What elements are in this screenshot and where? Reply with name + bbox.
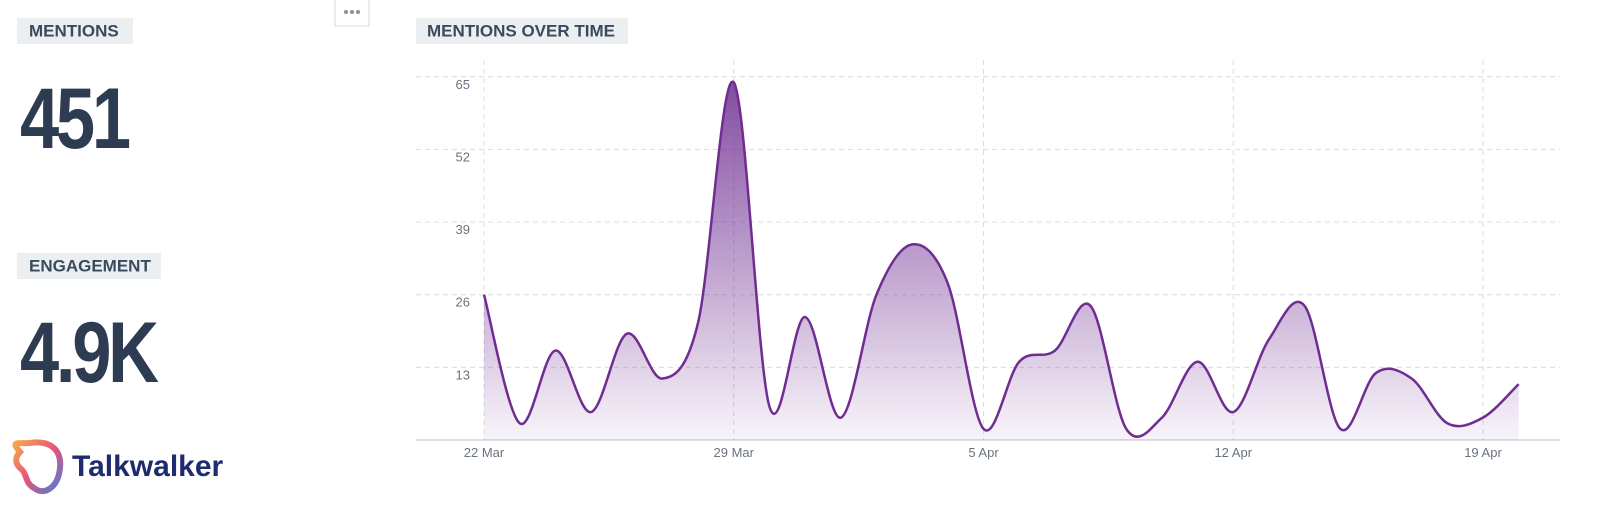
y-tick-label: 52 [456, 149, 470, 164]
menu-button[interactable] [334, 0, 370, 27]
x-tick-label: 29 Mar [714, 445, 755, 460]
y-tick-label: 26 [456, 295, 470, 310]
area [484, 81, 1519, 440]
x-tick-label: 19 Apr [1464, 445, 1502, 460]
y-tick-label: 65 [456, 77, 470, 92]
x-tick-label: 22 Mar [464, 445, 505, 460]
x-tick-label: 12 Apr [1214, 445, 1252, 460]
kpi-label-bg [17, 18, 133, 44]
kpi-label: ENGAGEMENT [29, 256, 151, 275]
y-tick-label: 13 [456, 367, 470, 382]
brand-name: Talkwalker [72, 450, 224, 483]
kpi-value: 4.9K [20, 304, 159, 400]
line [482, 80, 1520, 438]
chart-title-bg [416, 18, 628, 44]
y-tick-label: 39 [456, 222, 470, 237]
menu-icon [344, 10, 360, 14]
kpi-label: MENTIONS [29, 21, 119, 40]
brand-logo [12, 439, 64, 495]
chart-title: MENTIONS OVER TIME [427, 21, 615, 40]
kpi-value: 451 [20, 70, 130, 166]
kpi-label-bg [17, 253, 161, 279]
x-tick-label: 5 Apr [968, 445, 999, 460]
